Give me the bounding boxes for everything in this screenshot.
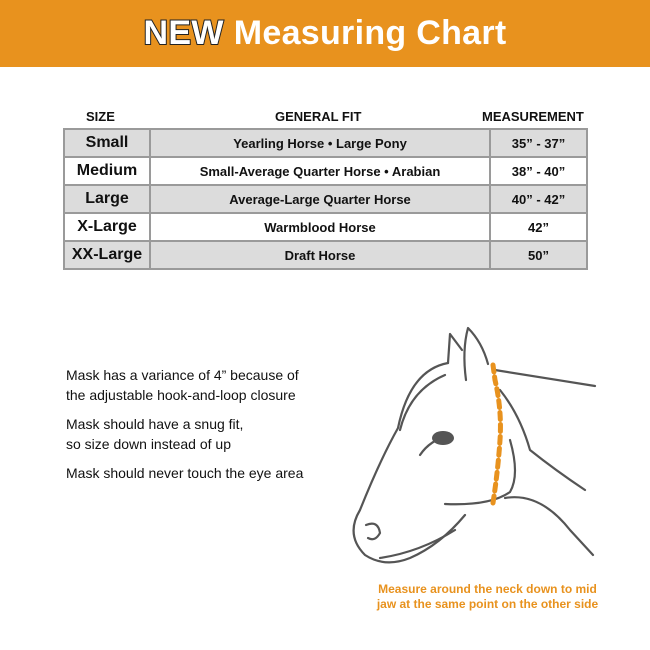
note-line: Mask should have a snug fit, — [66, 416, 244, 432]
title-text: Measuring Chart — [233, 14, 507, 52]
size-table: Small Yearling Horse • Large Pony 35” - 37… — [63, 128, 588, 270]
note-snug-fit: Mask should have a snug fit, so size down… — [66, 414, 303, 454]
fit-cell: Draft Horse — [149, 240, 491, 270]
note-line: Mask should never touch the eye area — [66, 465, 304, 481]
measurement-cell: 42” — [489, 212, 588, 242]
table-row: X-Large Warmblood Horse 42” — [63, 212, 588, 242]
size-cell: X-Large — [63, 212, 151, 242]
fit-cell: Small-Average Quarter Horse • Arabian — [149, 156, 491, 186]
size-cell: Large — [63, 184, 151, 214]
col-header-fit: GENERAL FIT — [275, 109, 362, 124]
table-row: Small Yearling Horse • Large Pony 35” - 37… — [63, 128, 588, 158]
measurement-cell: 40” - 42” — [489, 184, 588, 214]
table-row: Medium Small-Average Quarter Horse • Arab… — [63, 156, 588, 186]
size-cell: Medium — [63, 156, 151, 186]
fit-notes: Mask has a variance of 4” because of the … — [66, 365, 303, 492]
fit-cell: Average-Large Quarter Horse — [149, 184, 491, 214]
size-cell: XX-Large — [63, 240, 151, 270]
caption-line: Measure around the neck down to mid — [378, 582, 597, 596]
note-line: so size down instead of up — [66, 436, 231, 452]
col-header-size: SIZE — [86, 109, 115, 124]
table-row: XX-Large Draft Horse 50” — [63, 240, 588, 270]
caption-line: jaw at the same point on the other side — [376, 597, 599, 611]
measurement-cell: 50” — [489, 240, 588, 270]
size-cell: Small — [63, 128, 151, 158]
measure-caption: Measure around the neck down to mid jaw a… — [360, 582, 615, 612]
note-variance: Mask has a variance of 4” because of the … — [66, 365, 303, 405]
new-badge: NEW — [142, 13, 224, 53]
eye-icon — [432, 431, 454, 445]
fit-cell: Warmblood Horse — [149, 212, 491, 242]
note-eye-area: Mask should never touch the eye area — [66, 463, 303, 483]
horse-head-measure-icon — [352, 326, 597, 564]
note-line: Mask has a variance of 4” because of — [66, 367, 299, 383]
table-row: Large Average-Large Quarter Horse 40” - 42… — [63, 184, 588, 214]
page-title: NEW Measuring Chart — [142, 13, 507, 53]
note-line: the adjustable hook-and-loop closure — [66, 387, 296, 403]
measurement-cell: 35” - 37” — [489, 128, 588, 158]
header-banner: NEW Measuring Chart — [0, 0, 650, 67]
measurement-cell: 38” - 40” — [489, 156, 588, 186]
fit-cell: Yearling Horse • Large Pony — [149, 128, 491, 158]
measure-line — [490, 362, 503, 506]
col-header-measurement: MEASUREMENT — [482, 109, 584, 124]
